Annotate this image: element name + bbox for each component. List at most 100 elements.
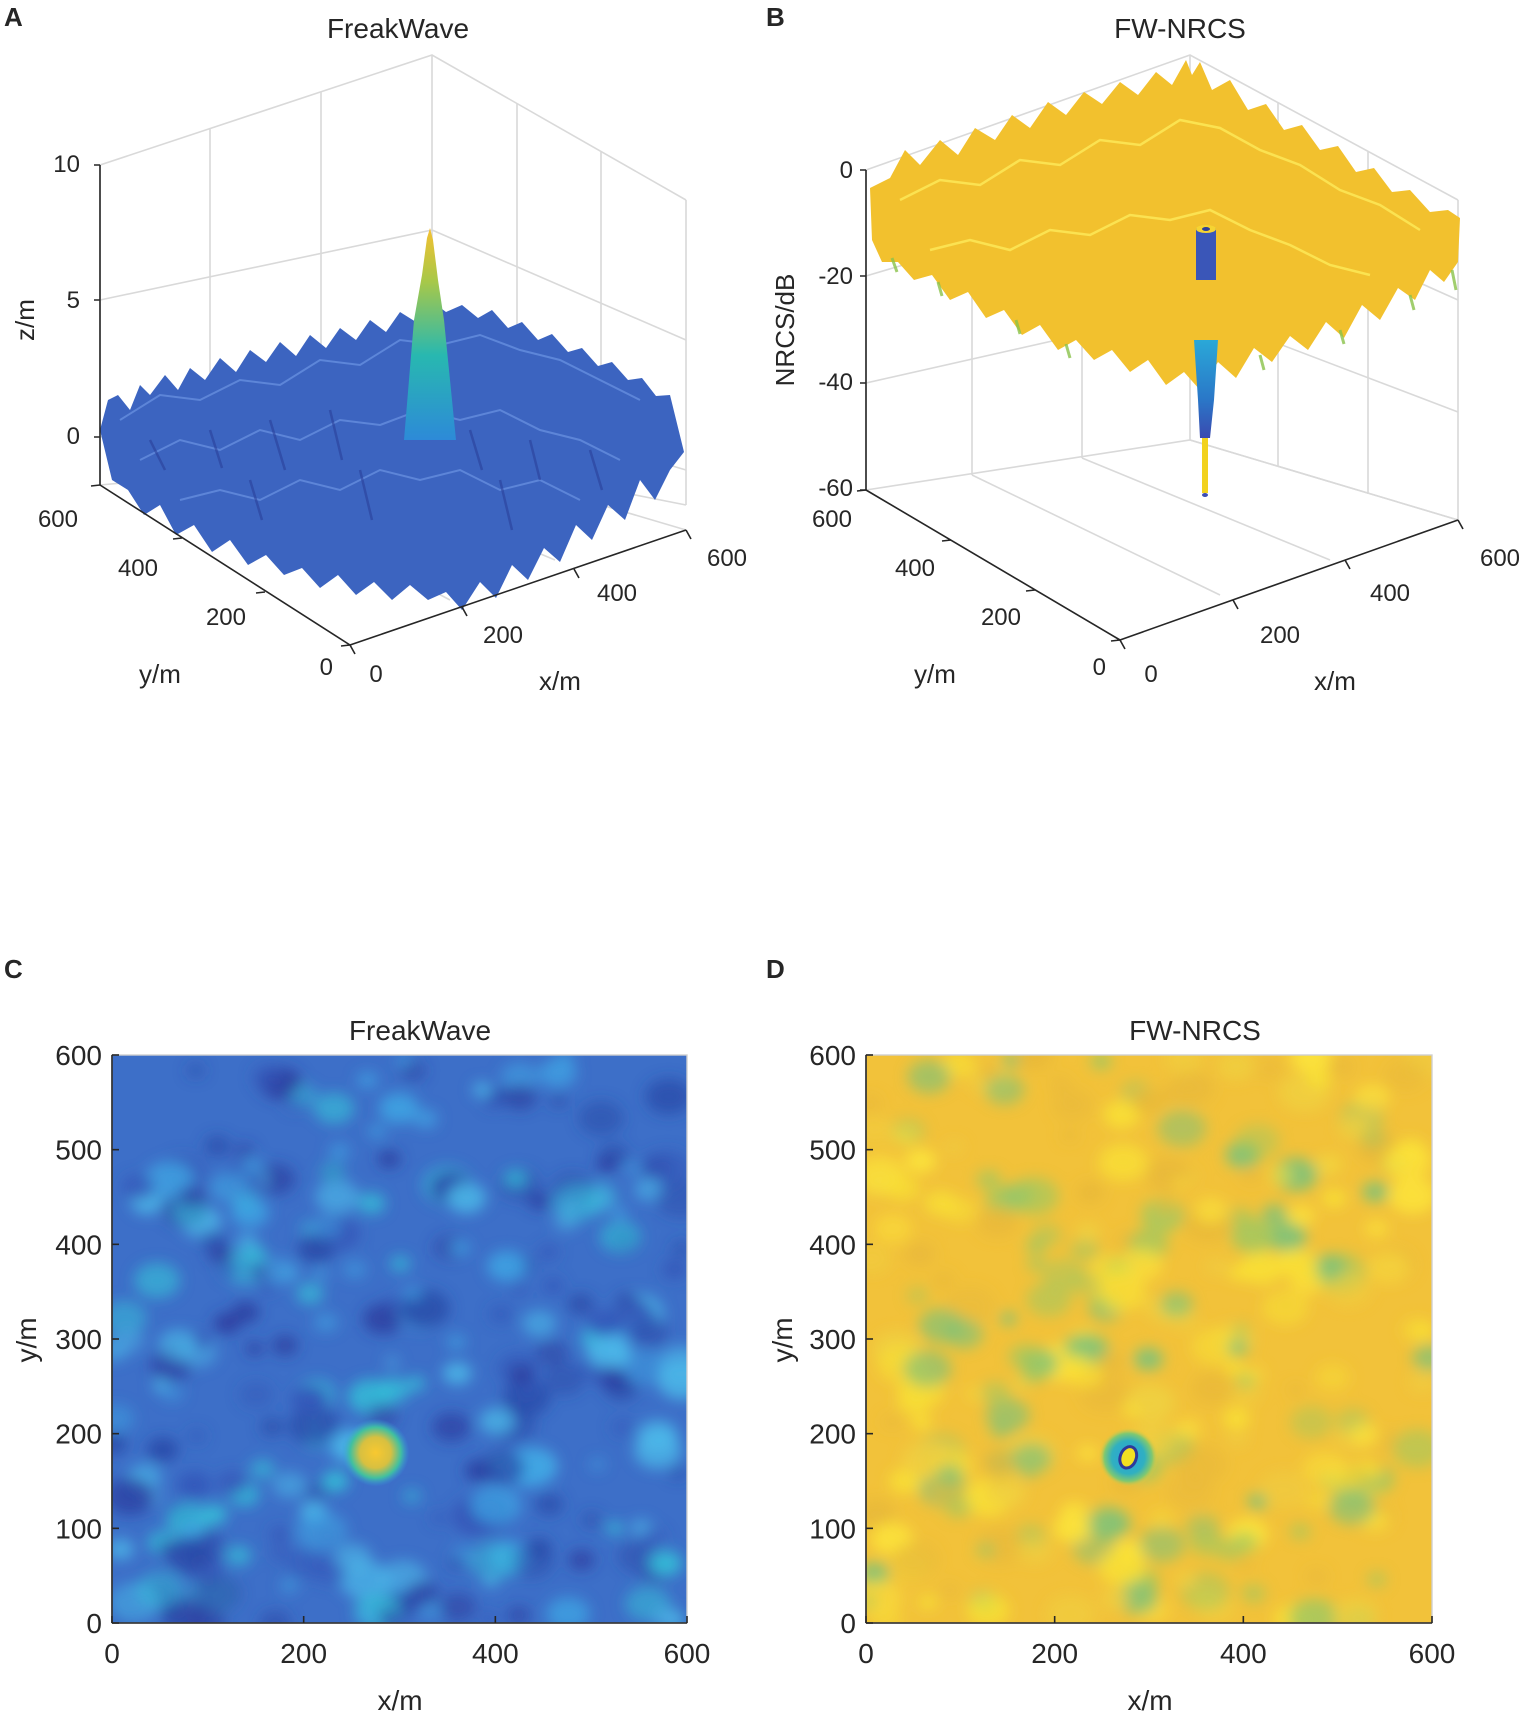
- chart-d-texture-blob: [866, 1594, 877, 1609]
- chart-c-texture-blob: [186, 1063, 206, 1078]
- chart-d-texture-blob: [907, 1060, 951, 1094]
- chart-c-heatmap-texture: [112, 1055, 687, 1623]
- chart-c-texture-blob: [121, 1174, 156, 1201]
- chart-c-texture-blob: [488, 1304, 513, 1324]
- chart-b-ztick-m60: -60: [818, 475, 853, 502]
- chart-c-texture-blob: [377, 1150, 401, 1168]
- chart-c-texture-blob: [271, 1335, 298, 1356]
- chart-c-texture-blob: [636, 1420, 678, 1452]
- chart-b-ylabel: y/m: [914, 659, 956, 689]
- chart-d-texture-blob: [932, 1271, 955, 1290]
- chart-c-texture-blob: [538, 1058, 577, 1088]
- chart-d-texture-blob: [1255, 1058, 1285, 1080]
- chart-d-texture-blob: [1076, 1444, 1099, 1462]
- chart-d-xtick-label: 400: [1220, 1638, 1267, 1669]
- chart-d-texture-blob: [906, 1286, 929, 1305]
- chart-c-texture-blob: [503, 1084, 537, 1110]
- chart-c-texture-blob: [204, 1135, 231, 1157]
- chart-c-texture-blob: [193, 1575, 241, 1612]
- chart-a-ztick-10: 10: [53, 151, 80, 178]
- chart-d-texture-blob: [1225, 1429, 1249, 1448]
- chart-d-texture-blob: [1121, 1402, 1142, 1419]
- chart-d-texture-blob: [1119, 1248, 1164, 1282]
- chart-d-texture-blob: [1070, 1238, 1100, 1262]
- chart-c-texture-blob: [136, 1571, 184, 1608]
- chart-c-xtick-label: 600: [664, 1638, 711, 1669]
- chart-d-texture-blob: [1364, 1219, 1389, 1239]
- chart-d-ytick-label: 200: [809, 1419, 856, 1450]
- chart-d-texture-blob: [1302, 1451, 1347, 1486]
- chart-c-texture-blob: [186, 1428, 207, 1444]
- chart-d-texture-blob: [1160, 1291, 1193, 1317]
- chart-d-texture-blob: [1103, 1100, 1140, 1129]
- chart-d-texture-blob: [866, 1115, 894, 1145]
- chart-d-texture-blob: [1287, 1383, 1304, 1397]
- chart-d-texture-blob: [979, 1064, 999, 1080]
- chart-a-xtick-0: 0: [369, 661, 382, 688]
- chart-b-zlabel: NRCS/dB: [770, 274, 800, 387]
- chart-c-texture-blob: [479, 1407, 515, 1435]
- chart-a-ytick-600: 600: [38, 506, 78, 533]
- chart-c-texture-blob: [648, 1550, 683, 1577]
- chart-d-texture-blob: [1360, 1094, 1384, 1113]
- chart-c-texture-blob: [402, 1285, 423, 1302]
- chart-c-texture-blob: [651, 1606, 683, 1623]
- chart-d-texture-blob: [1175, 1418, 1202, 1440]
- chart-d-texture-blob: [1306, 1068, 1332, 1089]
- chart-d-texture-blob: [1362, 1181, 1389, 1202]
- chart-d-texture-blob: [981, 1449, 1015, 1476]
- chart-b-surface-dips: [890, 257, 1458, 371]
- chart-d-texture-blob: [1286, 1204, 1316, 1227]
- chart-b-xlabel: x/m: [1314, 666, 1356, 696]
- chart-d-texture-blob: [1401, 1317, 1432, 1342]
- chart-c-texture-blob: [321, 1470, 349, 1492]
- chart-d-title: FW-NRCS: [1129, 1015, 1261, 1046]
- chart-d-texture-blob: [1262, 1289, 1309, 1326]
- chart-d-texture-blob: [1026, 1256, 1047, 1272]
- chart-d-ytick-label: 100: [809, 1513, 856, 1544]
- chart-d-texture-blob: [1049, 1075, 1072, 1093]
- chart-c-texture-blob: [521, 1310, 557, 1337]
- chart-c-texture-blob: [231, 1301, 260, 1323]
- chart-c-ytick-label: 0: [86, 1608, 102, 1639]
- chart-c-xlabel: x/m: [377, 1685, 422, 1716]
- chart-d-texture-blob: [904, 1148, 937, 1174]
- chart-d-texture-blob: [1052, 1089, 1093, 1121]
- chart-c-texture-blob: [510, 1281, 529, 1296]
- chart-c-texture-blob: [378, 1609, 401, 1623]
- chart-d-texture-blob: [1384, 1143, 1432, 1181]
- chart-a-ytick-400: 400: [118, 555, 158, 582]
- chart-d-texture-blob: [1089, 1297, 1107, 1310]
- chart-c-texture-blob: [230, 1197, 270, 1228]
- chart-d-texture-blob: [966, 1594, 1010, 1623]
- chart-c-texture-blob: [311, 1215, 343, 1240]
- chart-b-xtick-0: 0: [1144, 661, 1157, 688]
- chart-d-texture-blob: [941, 1055, 976, 1078]
- chart-a-ytick-0: 0: [320, 654, 333, 681]
- chart-d-texture-blob: [977, 1206, 1018, 1238]
- chart-c-xtick-label: 0: [104, 1638, 120, 1669]
- chart-c-texture-blob: [447, 1556, 465, 1570]
- chart-a-surface: [100, 300, 684, 610]
- chart-c-texture-blob: [270, 1545, 291, 1561]
- chart-d-texture-blob: [1235, 1124, 1280, 1159]
- chart-d-texture-blob: [866, 1579, 903, 1617]
- chart-d-texture-blob: [1194, 1197, 1228, 1224]
- chart-d-texture-blob: [1225, 1361, 1245, 1377]
- chart-c-texture-blob: [413, 1109, 439, 1129]
- chart-c-texture-blob: [503, 1169, 527, 1188]
- chart-d-texture-blob: [1137, 1294, 1164, 1315]
- chart-c-texture-blob: [357, 1192, 386, 1215]
- chart-c-texture-blob: [295, 1282, 324, 1305]
- chart-d-texture-blob: [1290, 1405, 1333, 1439]
- chart-d-texture-blob: [1290, 1055, 1332, 1073]
- chart-c-texture-blob: [297, 1235, 335, 1264]
- chart-d-texture-blob: [1328, 1489, 1375, 1525]
- chart-a-tick-labels: 10 5 0 600 400 200 0 0 200 400 600: [38, 151, 747, 688]
- chart-c-texture-blob: [260, 1417, 285, 1437]
- chart-c-texture-blob: [243, 1244, 268, 1263]
- chart-d-heatmap-texture: [866, 1055, 1432, 1623]
- chart-c-ytick-label: 500: [55, 1135, 102, 1166]
- chart-d-texture-blob: [1222, 1407, 1251, 1430]
- chart-c-texture-blob: [112, 1339, 129, 1362]
